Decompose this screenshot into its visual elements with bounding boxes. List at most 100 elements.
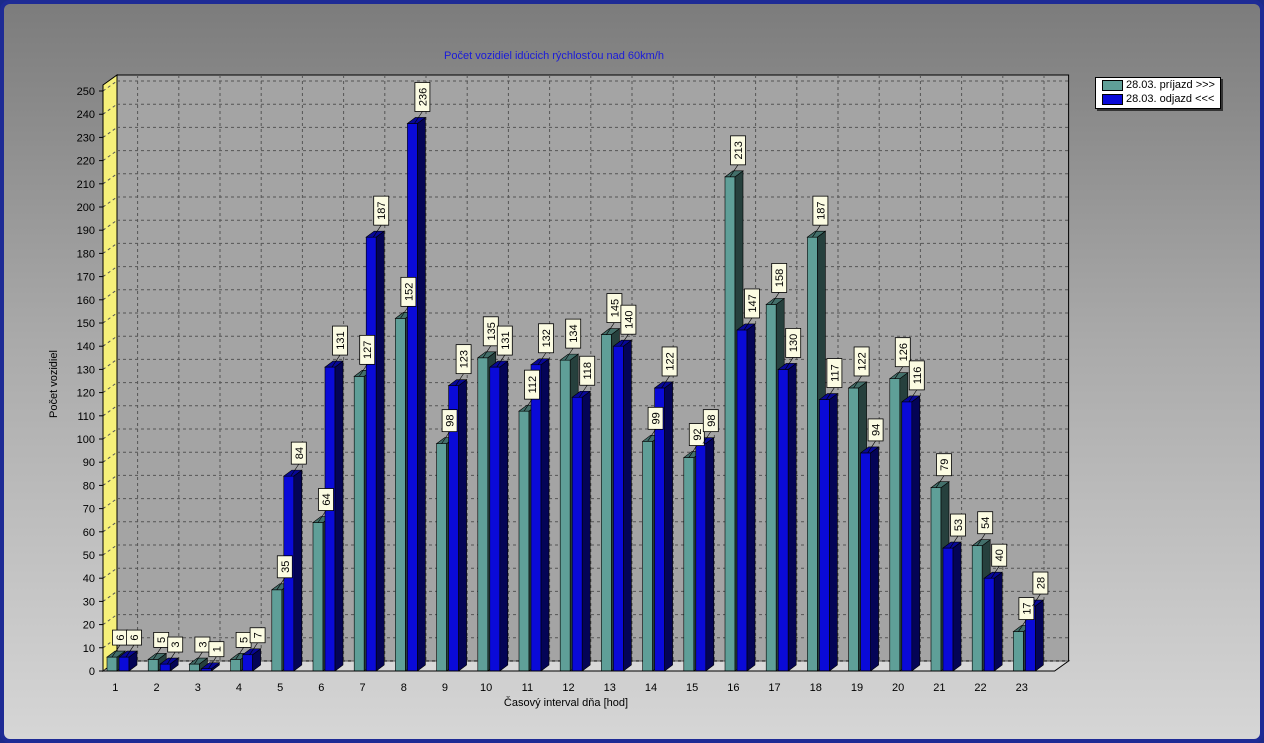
gridline-side (102, 544, 118, 556)
x-tick-label: 17 (768, 682, 780, 694)
data-label-text: 7 (253, 632, 265, 638)
bar-side (952, 541, 962, 672)
y-tick-label: 60 (83, 527, 95, 539)
legend-swatch-odjazd (1102, 94, 1123, 105)
data-label: 98 (441, 409, 458, 444)
gridline-side (102, 474, 118, 486)
bar-front (489, 366, 501, 672)
x-tick-label: 3 (195, 682, 201, 694)
data-label-text: 127 (362, 341, 374, 359)
data-label-box (826, 358, 843, 388)
bar-front (724, 176, 736, 672)
x-tick-label: 14 (645, 682, 657, 694)
data-label-leader (249, 642, 258, 655)
data-label: 6 (111, 629, 128, 658)
y-tick-label: 0 (89, 666, 95, 678)
data-label-leader (235, 647, 244, 660)
data-label-box (167, 636, 184, 653)
data-label: 152 (400, 276, 417, 319)
data-label-text: 213 (733, 141, 745, 159)
gridline-side (102, 289, 118, 301)
x-tick-label: 22 (974, 682, 986, 694)
bar-odjazd (694, 437, 715, 672)
data-label-box (524, 369, 540, 400)
data-label-text: 236 (417, 88, 429, 106)
bar-odjazd (406, 116, 427, 672)
data-label-box (538, 323, 554, 354)
bar-front (395, 318, 406, 672)
data-label-text: 118 (582, 362, 594, 380)
bar-front (848, 387, 859, 672)
x-tick-label: 19 (851, 682, 863, 694)
data-label-leader (400, 306, 409, 319)
data-label-leader (1032, 593, 1041, 607)
bar-front (436, 443, 447, 672)
bar-top (600, 328, 621, 335)
bar-odjazd (653, 381, 674, 672)
bar-top (188, 657, 209, 665)
y-tick-label: 240 (77, 109, 95, 121)
y-tick-label: 250 (77, 86, 95, 98)
data-label-box (496, 325, 513, 356)
data-label-leader (976, 533, 986, 546)
bar-odjazd (818, 392, 839, 672)
y-tick-label: 220 (77, 156, 95, 168)
bar-side (623, 339, 632, 672)
data-label: 145 (606, 293, 623, 335)
data-label: 1 (208, 641, 225, 669)
data-label-text: 126 (898, 343, 910, 361)
y-tick-label: 40 (83, 573, 95, 585)
bar-top (559, 353, 580, 361)
bar-front (365, 236, 377, 672)
bar-odjazd (447, 379, 468, 672)
data-label: 131 (331, 325, 348, 368)
data-label-box (400, 276, 417, 307)
bar-top (847, 381, 868, 389)
y-tick-label: 190 (77, 225, 95, 237)
data-label-box (991, 543, 1008, 567)
bar-front (189, 663, 200, 672)
data-label: 79 (935, 453, 952, 488)
data-label-box (290, 441, 307, 465)
bar-side (375, 230, 385, 672)
data-label-text: 3 (197, 641, 209, 647)
x-tick-label: 18 (810, 682, 822, 694)
bar-odjazd (612, 339, 633, 672)
bar-odjazd (942, 541, 962, 672)
data-label: 132 (537, 323, 554, 365)
data-label: 7 (249, 627, 266, 655)
data-label: 64 (317, 488, 334, 523)
gridline-side (102, 242, 118, 254)
data-label-text: 187 (815, 201, 827, 219)
data-label-leader (564, 347, 574, 361)
y-tick-label: 30 (83, 596, 95, 608)
gridline-side (102, 219, 118, 231)
data-label-text: 122 (857, 352, 869, 370)
data-label-text: 131 (500, 331, 512, 349)
bar-top (930, 481, 950, 489)
x-tick-label: 7 (359, 682, 365, 694)
bar-front (807, 236, 818, 672)
data-label-leader (358, 364, 368, 377)
data-label-leader (647, 429, 656, 442)
data-label-leader (990, 566, 1000, 579)
data-label-leader (414, 111, 423, 124)
data-label-leader (578, 385, 588, 398)
data-label-text: 54 (980, 517, 992, 529)
data-label: 3 (194, 636, 211, 665)
data-label-box (1018, 597, 1035, 620)
gridline-side (102, 567, 118, 579)
bar-top (724, 170, 744, 178)
chart-bars (106, 116, 1045, 672)
y-axis-label: Počet vozidiel (48, 350, 60, 418)
bar-side (293, 469, 303, 672)
legend-label: 28.03. odjazd <<< (1126, 93, 1215, 105)
data-label-leader (661, 375, 670, 389)
data-label: 53 (949, 513, 966, 549)
data-label: 116 (908, 360, 925, 403)
bar-front (889, 378, 901, 672)
data-label: 92 (688, 423, 705, 458)
data-label-box (276, 555, 293, 579)
data-label-text: 5 (239, 637, 251, 643)
data-label-text: 6 (115, 635, 127, 641)
